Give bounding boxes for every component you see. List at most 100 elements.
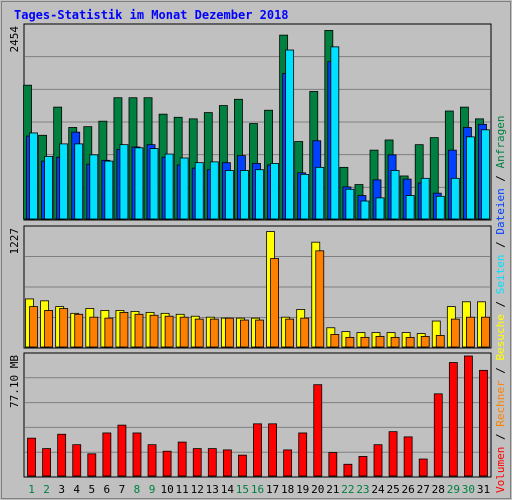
bar-seiten-day-25 — [390, 170, 400, 220]
bar-seiten-day-27 — [420, 177, 430, 220]
x-tick-label: 31 — [477, 483, 490, 496]
bar-rechner-day-27 — [420, 336, 430, 348]
legend-separator: / — [494, 294, 507, 314]
x-tick-label: 13 — [206, 483, 219, 496]
x-tick-label: 11 — [176, 483, 189, 496]
bar-seiten-day-28 — [435, 195, 445, 220]
bar-rechner-day-21 — [330, 334, 340, 348]
bar-volumen-day-29 — [448, 362, 458, 477]
bar-volumen-day-2 — [42, 448, 51, 477]
x-tick-label: 18 — [281, 483, 294, 496]
bar-volumen-day-30 — [464, 355, 473, 477]
bar-rechner-day-16 — [255, 319, 264, 348]
bar-volumen-day-19 — [298, 432, 308, 477]
bar-rechner-day-11 — [179, 316, 189, 348]
bar-volumen-day-15 — [238, 454, 247, 477]
bar-rechner-day-19 — [300, 317, 310, 348]
legend-anfragen: Anfragen — [494, 115, 507, 168]
bar-seiten-day-11 — [179, 157, 189, 220]
bar-volumen-day-11 — [177, 441, 187, 477]
bar-rechner-day-6 — [104, 317, 114, 348]
bar-volumen-day-8 — [132, 432, 142, 477]
bar-volumen-day-12 — [192, 448, 202, 477]
x-tick-label: 23 — [356, 483, 369, 496]
x-tick-label: 4 — [73, 483, 80, 496]
legend-separator: / — [494, 427, 507, 447]
bar-seiten-day-24 — [375, 197, 385, 220]
bar-volumen-day-4 — [72, 444, 82, 477]
bar-rechner-day-30 — [466, 316, 475, 348]
bar-rechner-day-22 — [345, 336, 355, 348]
bar-volumen-day-26 — [403, 436, 413, 477]
chart-title: Tages-Statistik im Monat Dezember 2018 — [14, 8, 289, 22]
bar-volumen-day-20 — [313, 384, 323, 477]
panel-bottom-y-max-label: 77.10 MB — [8, 355, 21, 408]
bar-rechner-day-5 — [89, 316, 99, 348]
legend-separator: / — [494, 168, 507, 188]
x-tick-label: 16 — [251, 483, 264, 496]
bar-volumen-day-6 — [102, 432, 112, 477]
bar-seiten-day-5 — [89, 154, 99, 220]
bar-rechner-day-2 — [44, 310, 53, 348]
x-tick-label: 28 — [432, 483, 445, 496]
bar-rechner-day-26 — [405, 336, 415, 348]
x-tick-label: 6 — [104, 483, 111, 496]
x-tick-label: 22 — [341, 483, 354, 496]
bar-rechner-day-28 — [435, 335, 445, 348]
bar-volumen-day-14 — [222, 449, 232, 477]
bar-seiten-day-12 — [194, 162, 204, 220]
x-tick-label: 21 — [326, 483, 339, 496]
bar-volumen-day-3 — [57, 433, 67, 477]
legend-separator: / — [494, 235, 507, 255]
vertical-legend: Volumen / Rechner / Besuche / Seiten / D… — [494, 115, 507, 493]
bar-seiten-day-1 — [29, 132, 38, 220]
bar-seiten-day-14 — [224, 170, 234, 220]
bar-seiten-day-13 — [209, 161, 219, 220]
bar-seiten-day-26 — [405, 195, 415, 220]
bar-seiten-day-22 — [345, 188, 355, 220]
legend-rechner: Rechner — [494, 380, 507, 427]
bar-seiten-day-7 — [119, 144, 129, 220]
bar-volumen-day-25 — [388, 431, 398, 477]
bar-rechner-day-1 — [29, 306, 38, 348]
x-tick-label: 9 — [149, 483, 156, 496]
bar-volumen-day-31 — [479, 369, 488, 477]
legend-seiten: Seiten — [494, 255, 507, 295]
bar-rechner-day-10 — [164, 315, 174, 348]
x-tick-label: 12 — [191, 483, 204, 496]
bar-seiten-day-21 — [330, 46, 340, 220]
panel-top-y-max-label: 2454 — [8, 26, 21, 53]
bar-seiten-day-8 — [134, 147, 144, 220]
bar-seiten-day-29 — [450, 177, 460, 220]
bar-seiten-day-2 — [44, 156, 53, 220]
bar-volumen-day-24 — [373, 444, 383, 477]
bar-seiten-day-19 — [300, 174, 310, 220]
bar-rechner-day-24 — [375, 336, 385, 348]
bar-seiten-day-15 — [240, 170, 249, 220]
bar-seiten-day-10 — [164, 153, 174, 220]
x-tick-label: 20 — [311, 483, 324, 496]
bar-volumen-day-1 — [27, 437, 36, 477]
bar-seiten-day-16 — [255, 169, 264, 220]
bar-rechner-day-9 — [149, 314, 159, 348]
bar-rechner-day-13 — [209, 318, 219, 348]
x-tick-label: 7 — [119, 483, 126, 496]
bar-rechner-day-25 — [390, 336, 400, 348]
x-tick-label: 19 — [296, 483, 309, 496]
bar-rechner-day-29 — [450, 318, 460, 348]
legend-dateien: Dateien — [494, 188, 507, 234]
bar-volumen-day-10 — [162, 450, 172, 477]
bar-rechner-day-23 — [360, 336, 370, 348]
x-tick-label: 8 — [134, 483, 141, 496]
legend-volumen: Volumen — [494, 447, 507, 493]
bar-volumen-day-7 — [117, 424, 127, 477]
bar-volumen-day-16 — [253, 423, 262, 477]
bar-volumen-day-5 — [87, 453, 97, 477]
x-tick-label: 24 — [371, 483, 385, 496]
bar-rechner-day-15 — [240, 319, 249, 348]
bar-seiten-day-9 — [149, 148, 159, 220]
bar-rechner-day-18 — [285, 318, 295, 348]
